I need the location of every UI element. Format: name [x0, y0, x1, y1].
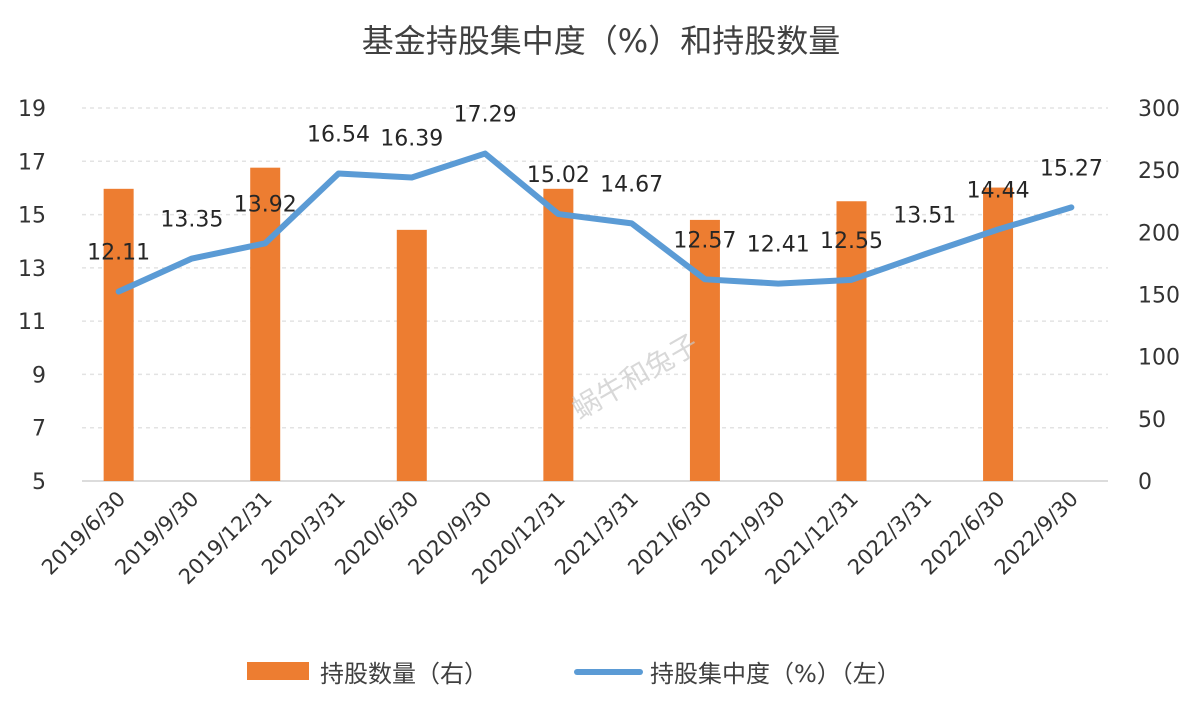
left-axis: 5 7 9 11 13 15 17 19	[18, 97, 46, 495]
data-label: 17.29	[454, 103, 517, 128]
bar	[396, 229, 427, 481]
line-path	[115, 150, 1075, 295]
right-tick-label: 150	[1138, 284, 1180, 309]
data-label: 12.11	[87, 241, 150, 266]
left-tick-label: 7	[32, 417, 46, 442]
data-label: 12.57	[673, 228, 736, 253]
line-point	[484, 153, 486, 155]
bar	[836, 201, 867, 481]
left-tick-label: 11	[18, 310, 46, 335]
data-label: 12.55	[820, 229, 883, 254]
grid	[82, 107, 1108, 482]
data-label: 13.35	[160, 208, 223, 233]
legend: 持股数量（右） 持股集中度（%）（左）	[247, 660, 901, 688]
line-point	[411, 177, 413, 179]
data-labels: 12.11 13.35 13.92 16.54 16.39 17.29 15.02 14.67…	[87, 103, 1103, 266]
line-point	[557, 213, 559, 215]
line-point	[997, 228, 999, 230]
line-point	[851, 279, 852, 281]
watermark: 蜗牛和兔子	[566, 327, 704, 426]
bar	[689, 219, 720, 481]
right-tick-label: 200	[1138, 221, 1180, 246]
right-tick-label: 250	[1138, 159, 1180, 184]
data-label: 14.44	[967, 178, 1030, 203]
bar-series	[103, 167, 1014, 482]
right-axis: 0 50 100 150 200 250 300	[1138, 97, 1180, 495]
bar	[103, 188, 134, 482]
legend-bar-label: 持股数量（右）	[320, 660, 488, 688]
left-tick-label: 15	[18, 204, 46, 229]
x-axis: 2019/6/302019/9/302019/12/312020/3/31202…	[37, 487, 1083, 590]
data-label: 14.67	[600, 172, 663, 197]
left-tick-label: 13	[18, 257, 46, 282]
legend-bar-swatch	[247, 662, 309, 680]
data-label: 16.39	[380, 127, 443, 152]
line-point	[338, 173, 339, 175]
line-point	[191, 258, 193, 260]
line-point	[631, 222, 633, 224]
legend-line-label: 持股集中度（%）（左）	[650, 660, 901, 688]
line-point	[1070, 206, 1072, 208]
data-label: 12.41	[747, 233, 810, 258]
data-label: 13.51	[893, 203, 956, 228]
right-tick-label: 300	[1138, 97, 1180, 122]
left-tick-label: 17	[18, 150, 46, 175]
chart-title: 基金持股集中度（%）和持股数量	[362, 22, 840, 60]
data-label: 13.92	[234, 192, 297, 217]
line-point	[704, 278, 706, 280]
right-tick-label: 0	[1138, 470, 1152, 495]
data-label: 15.02	[527, 163, 590, 188]
right-tick-label: 100	[1138, 346, 1180, 371]
line-point	[118, 291, 120, 293]
bar	[250, 167, 281, 481]
line-point	[777, 283, 779, 285]
line-series	[115, 150, 1075, 295]
line-point	[264, 242, 266, 244]
left-tick-label: 9	[32, 363, 46, 388]
line-point	[924, 253, 926, 255]
right-tick-label: 50	[1138, 408, 1166, 433]
left-tick-label: 19	[18, 97, 46, 122]
left-tick-label: 5	[32, 470, 46, 495]
data-label: 16.54	[307, 123, 370, 148]
bar	[983, 187, 1014, 481]
bar	[543, 188, 574, 482]
data-label: 15.27	[1040, 156, 1103, 181]
